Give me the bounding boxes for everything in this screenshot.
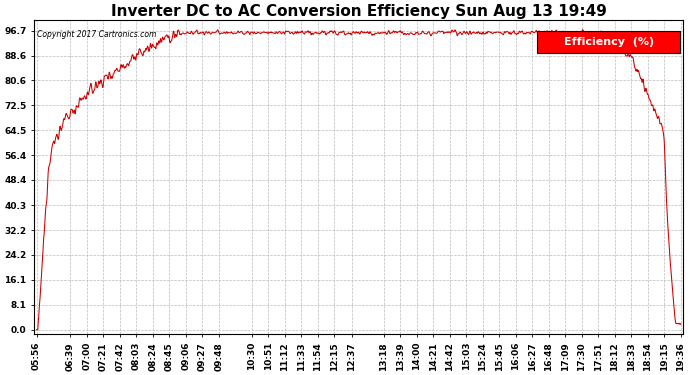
FancyBboxPatch shape	[538, 32, 680, 53]
Text: Copyright 2017 Cartronics.com: Copyright 2017 Cartronics.com	[37, 30, 157, 39]
Title: Inverter DC to AC Conversion Efficiency Sun Aug 13 19:49: Inverter DC to AC Conversion Efficiency …	[111, 4, 607, 19]
Text: Efficiency  (%): Efficiency (%)	[564, 37, 653, 47]
